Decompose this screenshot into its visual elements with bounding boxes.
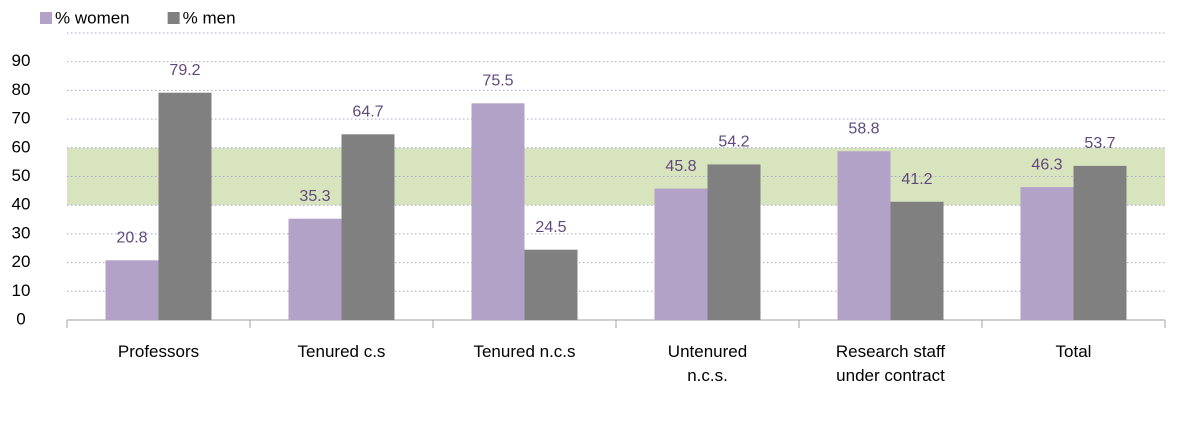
x-tick-label: Untenured n.c.s. bbox=[667, 342, 748, 385]
legend-label: % women bbox=[55, 8, 130, 27]
data-label: 41.2 bbox=[901, 171, 932, 188]
data-label: 58.8 bbox=[848, 120, 879, 137]
y-tick-label: 10 bbox=[12, 281, 31, 300]
y-tick-label: 0 bbox=[16, 309, 25, 328]
data-label: 20.8 bbox=[116, 230, 147, 247]
legend-label: % men bbox=[183, 8, 236, 27]
y-tick-label: 60 bbox=[12, 137, 31, 156]
x-tick-label: Total bbox=[1055, 342, 1092, 361]
y-tick-label: 90 bbox=[12, 51, 31, 70]
data-label: 54.2 bbox=[718, 134, 749, 151]
x-tick-label: Professors bbox=[117, 342, 200, 361]
y-tick-label: 20 bbox=[12, 252, 31, 271]
y-tick-label: 80 bbox=[12, 80, 31, 99]
bar bbox=[105, 260, 159, 320]
y-tick-label: 30 bbox=[12, 223, 31, 242]
y-tick-label: 50 bbox=[12, 166, 31, 185]
data-label: 46.3 bbox=[1031, 156, 1062, 173]
bar bbox=[1020, 187, 1074, 320]
bar bbox=[288, 218, 342, 320]
x-tick-label: Tenured n.c.s bbox=[473, 342, 576, 361]
bar bbox=[1073, 165, 1127, 320]
bar bbox=[524, 249, 578, 320]
bar bbox=[707, 164, 761, 320]
bar bbox=[890, 201, 944, 320]
data-label: 64.7 bbox=[352, 104, 383, 121]
legend-swatch bbox=[40, 12, 52, 24]
y-tick-label: 40 bbox=[12, 195, 31, 214]
legend-swatch bbox=[167, 12, 180, 24]
y-tick-label: 70 bbox=[12, 109, 31, 128]
x-tick-label: Tenured c.s bbox=[297, 342, 386, 361]
data-label: 24.5 bbox=[535, 219, 566, 236]
bar bbox=[341, 134, 395, 320]
bar bbox=[471, 103, 525, 320]
bar bbox=[654, 188, 708, 320]
data-label: 35.3 bbox=[299, 188, 330, 205]
data-label: 75.5 bbox=[482, 73, 513, 90]
bar bbox=[158, 92, 212, 320]
data-label: 45.8 bbox=[665, 158, 696, 175]
bar bbox=[837, 151, 891, 320]
data-label: 79.2 bbox=[169, 62, 200, 79]
data-label: 53.7 bbox=[1084, 135, 1115, 152]
x-tick-label: Research staff under contract bbox=[835, 342, 946, 385]
